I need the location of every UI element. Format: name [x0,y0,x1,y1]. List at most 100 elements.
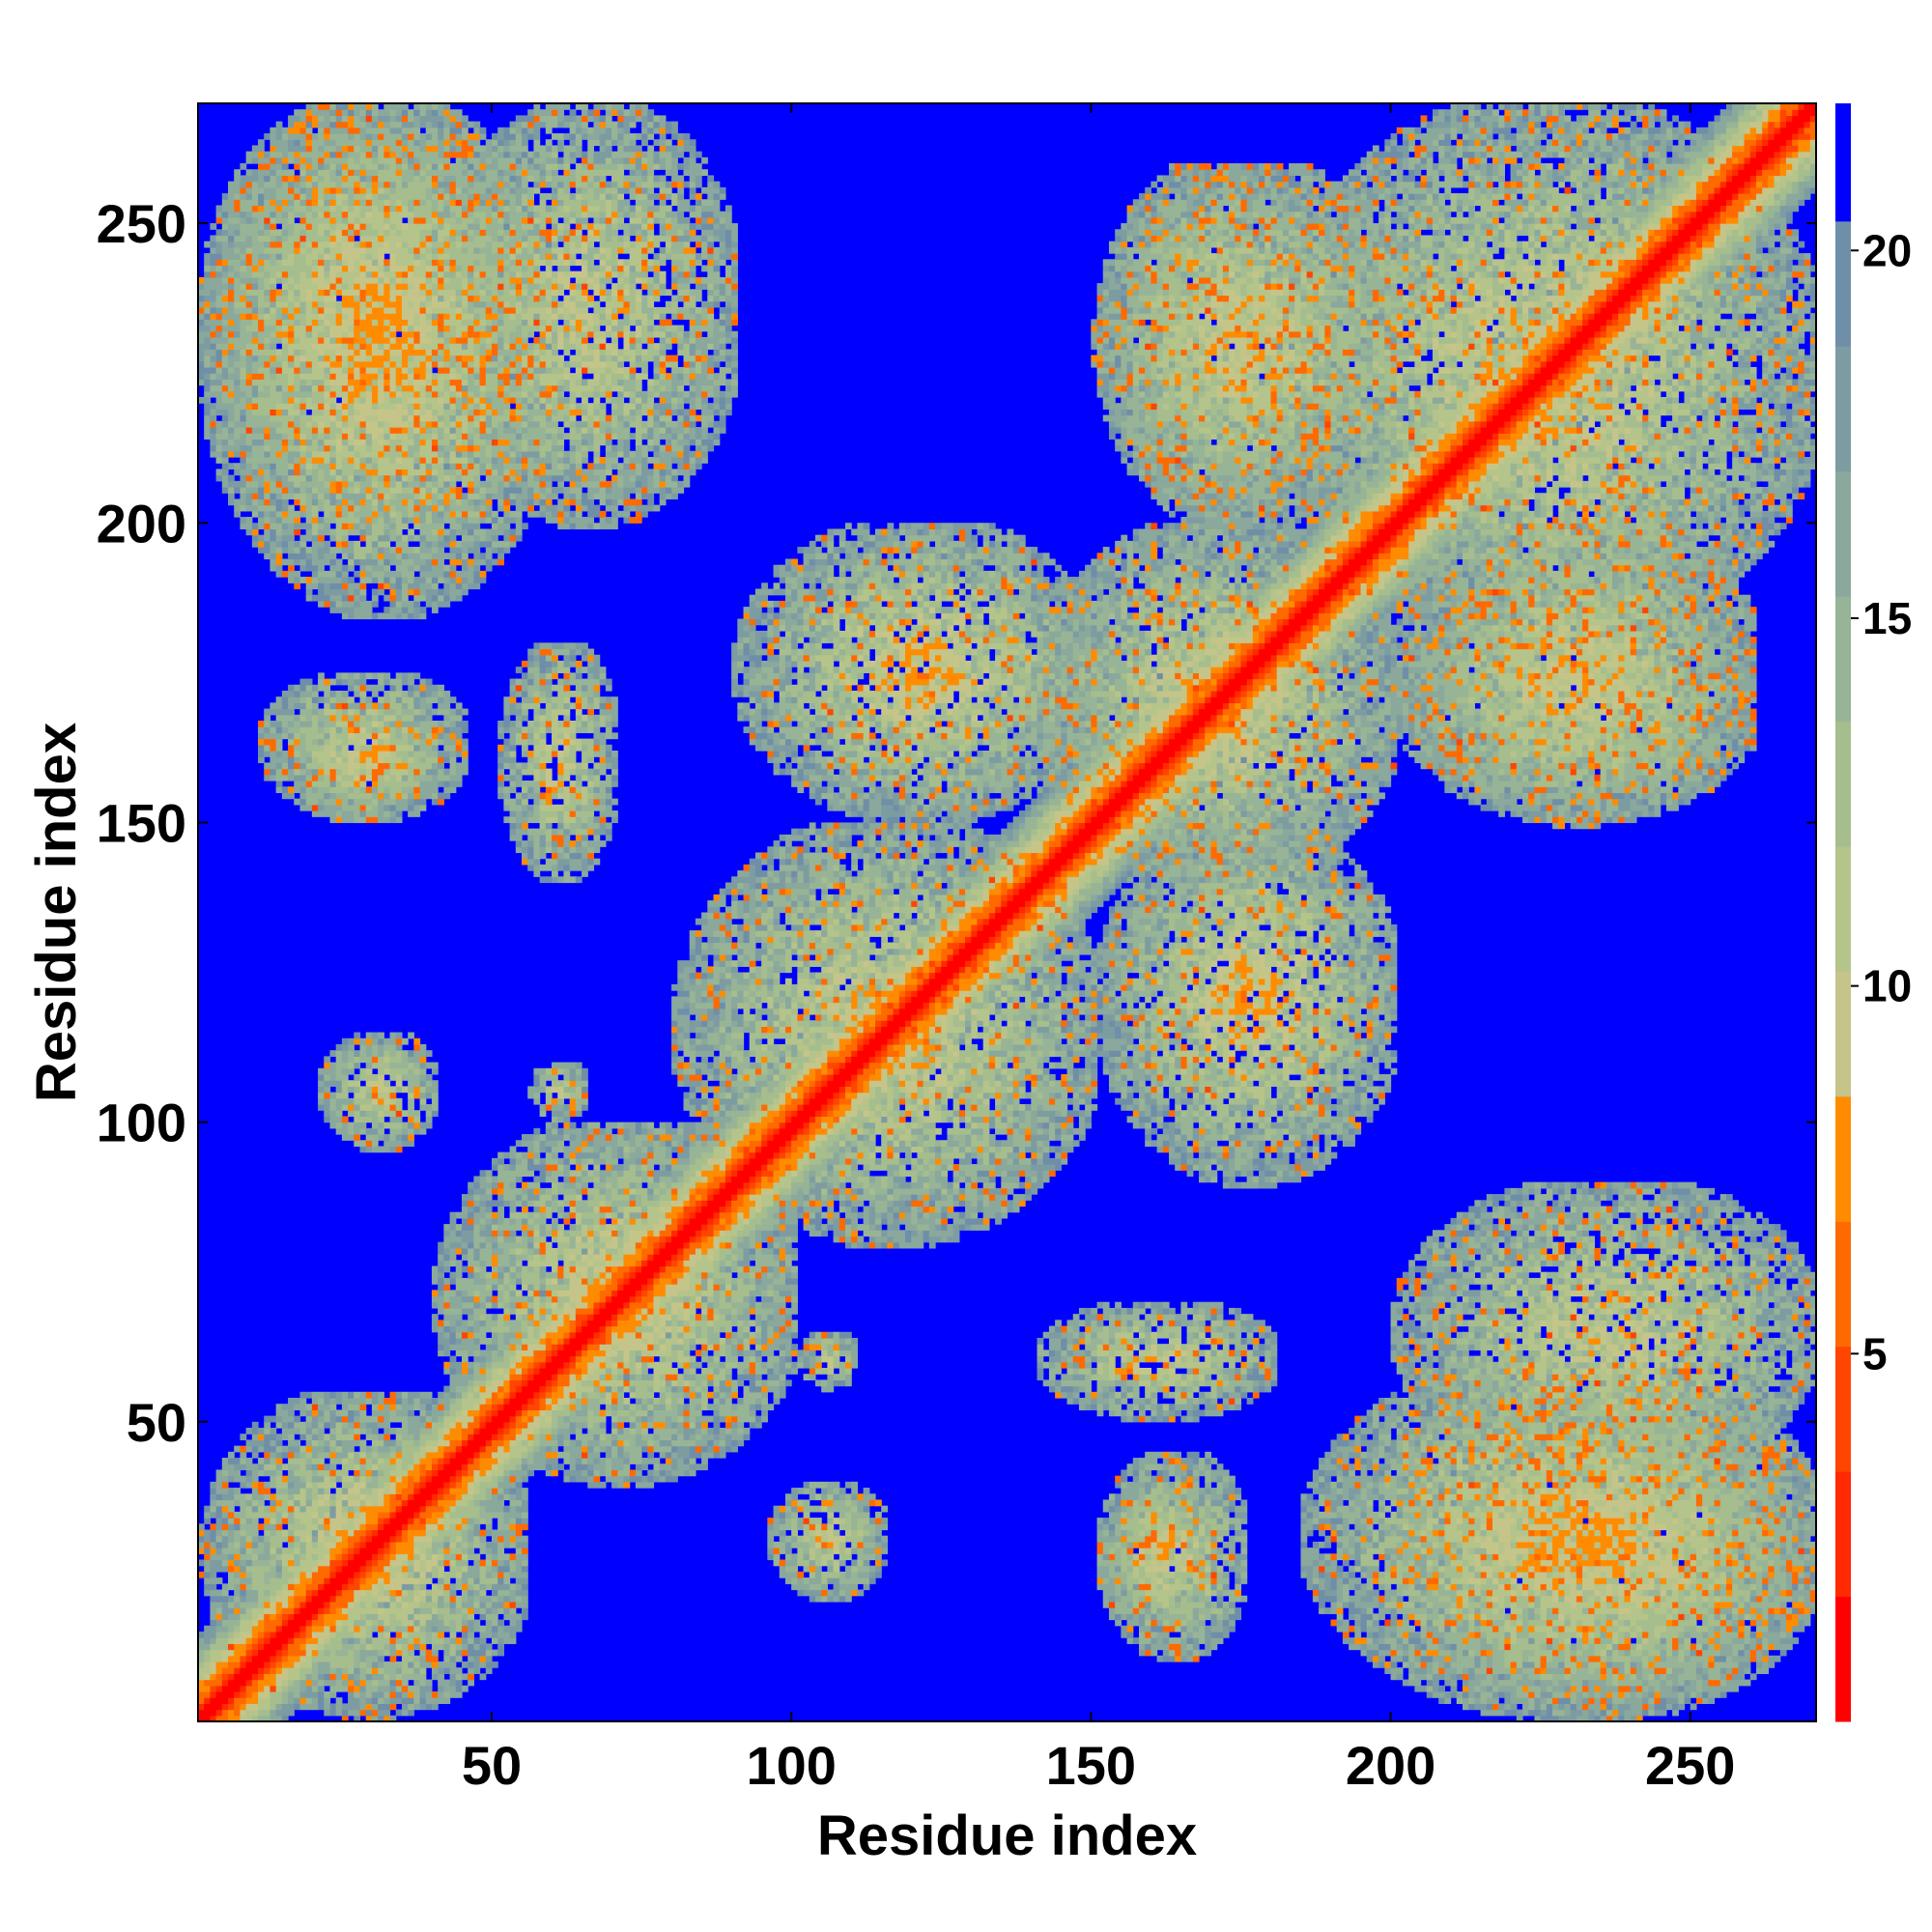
heatmap-cell [318,1391,325,1399]
heatmap-cell [365,474,373,482]
heatmap-cell [354,1613,361,1621]
heatmap-cell [335,1451,343,1459]
heatmap-cell [359,1415,367,1423]
heatmap-cell [348,1488,355,1494]
heatmap-cell [401,1655,409,1662]
heatmap-cell [318,1583,325,1591]
heatmap-cell [401,259,409,267]
heatmap-cell [240,1565,247,1573]
heatmap-cell [270,1439,277,1447]
heatmap-cell [354,1421,361,1429]
heatmap-cell [305,265,313,272]
heatmap-cell [281,1518,289,1524]
heatmap-cell [251,1589,259,1597]
heatmap-cell [270,1415,277,1423]
heatmap-cell [329,1518,337,1524]
heatmap-cell [401,1086,409,1094]
heatmap-cell [341,1127,349,1135]
heatmap-cell [258,1613,265,1621]
heatmap-cell [258,1589,265,1597]
heatmap-cell [258,1463,265,1471]
heatmap-cell [378,457,384,464]
heatmap-cell [245,1595,253,1603]
heatmap-cell [305,270,313,278]
heatmap-cell [395,558,403,566]
heatmap-cell [354,498,361,506]
heatmap-cell [408,1398,414,1405]
heatmap-cell [329,607,337,613]
heatmap-cell [389,714,397,722]
heatmap-cell [341,480,349,488]
heatmap-cell [288,1649,295,1657]
heatmap-cell [378,444,384,452]
heatmap-cell [348,732,355,740]
heatmap-cell [245,283,253,290]
heatmap-cell [299,216,307,224]
heatmap-cell [204,379,211,386]
heatmap-cell [324,1493,331,1501]
heatmap-cell [408,751,414,757]
heatmap-cell [311,186,319,194]
heatmap-cell [221,1625,229,1633]
heatmap-cell [275,241,283,248]
heatmap-cell [401,1601,409,1608]
heatmap-cell [384,409,391,416]
heatmap-cell [354,289,361,297]
heatmap-cell [245,181,253,188]
heatmap-cell [384,768,391,776]
heatmap-cell [228,1703,235,1711]
heatmap-cell [354,295,361,302]
heatmap-cell [299,540,307,548]
heatmap-cell [245,463,253,470]
heatmap-cell [234,498,242,506]
heatmap-cell [288,1601,295,1608]
heatmap-cell [348,1481,355,1489]
heatmap-cell [240,366,247,374]
heatmap-cell [299,1655,307,1662]
heatmap-cell [210,1548,217,1554]
heatmap-cell [294,444,301,452]
heatmap-cell [198,283,205,290]
heatmap-cell [275,1415,283,1423]
heatmap-cell [294,1458,301,1464]
heatmap-cell [365,1667,373,1674]
heatmap-cell [299,798,307,806]
heatmap-cell [275,300,283,308]
heatmap-cell [264,487,271,494]
heatmap-cell [305,444,313,452]
heatmap-cell [281,156,289,164]
heatmap-cell [401,1619,409,1627]
heatmap-cell [354,414,361,422]
heatmap-cell [348,463,355,470]
heatmap-cell [341,1565,349,1573]
heatmap-cell [245,259,253,267]
heatmap-cell [234,390,242,398]
heatmap-cell [359,1655,367,1662]
heatmap-cell [359,373,367,380]
heatmap-cell [408,696,414,703]
heatmap-cell [251,1685,259,1692]
heatmap-cell [311,1415,319,1423]
heatmap-cell [288,756,295,763]
heatmap-cell [228,1451,235,1459]
heatmap-cell [234,409,242,416]
heatmap-cell [294,439,301,446]
heatmap-cell [408,1571,414,1578]
heatmap-cell [311,594,319,602]
heatmap-cell [324,403,331,410]
heatmap-cell [365,1074,373,1081]
heatmap-cell [389,313,397,320]
heatmap-cell [299,169,307,177]
heatmap-cell [318,211,325,218]
heatmap-cell [294,517,301,524]
heatmap-cell [324,786,331,794]
heatmap-cell [359,403,367,410]
heatmap-cell [341,1451,349,1459]
heatmap-cell [395,564,403,572]
heatmap-cell [311,1475,319,1483]
heatmap-cell [371,1655,379,1662]
heatmap-cell [348,229,355,237]
heatmap-cell [401,792,409,800]
heatmap-cell [311,558,319,566]
heatmap-cell [365,1535,373,1543]
